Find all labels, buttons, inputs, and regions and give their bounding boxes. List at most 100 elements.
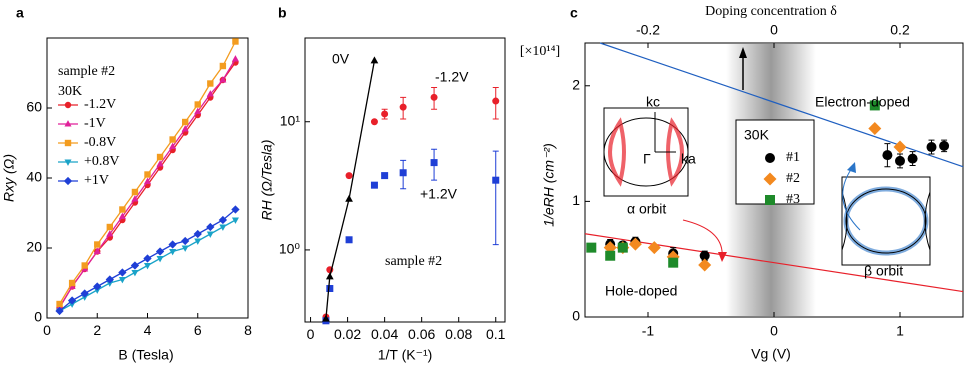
x-tick-label: 6 [194, 322, 202, 338]
marker [345, 194, 353, 202]
marker [231, 217, 239, 224]
legend-label: #3 [786, 192, 800, 207]
marker [181, 245, 189, 252]
marker [156, 255, 164, 263]
y-axis-label: Rxy (Ω) [1, 154, 17, 202]
marker [169, 248, 177, 256]
legend-marker [64, 120, 72, 127]
plot-frame [304, 37, 506, 323]
panel-label: c [570, 5, 578, 21]
x-tick-label: 0.1 [486, 326, 506, 342]
insets [603, 47, 931, 266]
x-tick-label: 0 [307, 326, 315, 342]
annotation: kc [646, 94, 660, 110]
alpha-orbit [666, 117, 684, 187]
arrow-head [847, 162, 856, 173]
marker [869, 100, 880, 111]
marker [370, 181, 378, 189]
legend-marker [765, 153, 775, 163]
marker [893, 140, 907, 154]
marker [907, 153, 918, 164]
marker [218, 215, 228, 225]
marker [81, 262, 88, 269]
marker [194, 238, 202, 245]
legend-label: +0.8V [84, 154, 120, 169]
legend-label: -1.2V [84, 97, 116, 112]
marker [194, 101, 201, 108]
alpha-orbit [608, 117, 626, 187]
marker [169, 136, 176, 143]
x-axis-label: 1/T (K⁻¹) [378, 347, 433, 363]
legend-marker [63, 176, 73, 186]
legend-label: -0.8V [84, 135, 116, 150]
marker [699, 250, 710, 261]
marker [143, 177, 152, 185]
x-tick-label: 0.04 [371, 326, 398, 342]
legend-marker [64, 159, 72, 166]
marker [882, 150, 893, 161]
y-tick-label: 10⁰ [279, 241, 301, 257]
annotation: Hole-doped [605, 283, 677, 299]
marker [143, 262, 152, 270]
marker [106, 230, 114, 237]
marker [492, 97, 500, 105]
x-tick-label: 4 [144, 322, 152, 338]
x2-tick-label: 0 [770, 22, 778, 38]
marker [118, 276, 126, 284]
marker [119, 206, 126, 213]
y-tick-label: 0 [572, 308, 580, 324]
marker [325, 272, 334, 280]
marker [430, 93, 438, 101]
marker [131, 269, 139, 277]
x-tick-label: 8 [244, 322, 252, 338]
legend-marker [763, 172, 777, 186]
marker [155, 247, 165, 256]
marker [144, 171, 151, 178]
marker [94, 241, 101, 248]
series-line [325, 60, 376, 319]
marker [381, 110, 389, 118]
y-tick-label: 40 [26, 169, 42, 185]
marker [345, 236, 353, 244]
marker [181, 125, 189, 132]
marker [168, 240, 177, 249]
marker [193, 229, 202, 239]
marker [194, 107, 202, 115]
legend-title: 30K [744, 127, 770, 143]
trend-line [584, 233, 964, 293]
marker [181, 236, 190, 246]
annotation: ka [681, 151, 696, 167]
y-tick-label: 2 [572, 76, 580, 92]
marker [219, 62, 227, 70]
x-tick-label: 0.08 [445, 326, 472, 342]
x-tick-label: 1 [896, 323, 904, 339]
y-axis-label: RH (Ω/Tesla) [259, 140, 275, 221]
arrow-head [739, 47, 747, 58]
marker [67, 296, 77, 305]
marker [118, 268, 127, 277]
marker [105, 275, 114, 284]
marker [939, 140, 950, 151]
arrow-head [718, 252, 727, 262]
marker [56, 300, 63, 308]
marker [617, 242, 628, 253]
marker [206, 90, 214, 97]
x-tick-label: 0 [43, 322, 51, 338]
marker [131, 195, 139, 202]
marker [55, 306, 64, 316]
x-axis-label: Vg (V) [751, 346, 791, 362]
marker [322, 314, 330, 322]
x-axis-label: B (Tesla) [118, 347, 173, 363]
fermi-surface [845, 188, 927, 254]
marker [93, 282, 102, 291]
marker [430, 159, 438, 167]
marker [399, 103, 407, 111]
marker [130, 261, 140, 270]
marker [698, 258, 712, 272]
annotation: Electron-doped [815, 94, 910, 110]
legend-label: #2 [786, 171, 800, 186]
series-label: -1.2V [435, 69, 469, 85]
arrow [842, 167, 861, 231]
legend-marker [765, 195, 775, 205]
x-tick-label: -1 [642, 323, 655, 339]
